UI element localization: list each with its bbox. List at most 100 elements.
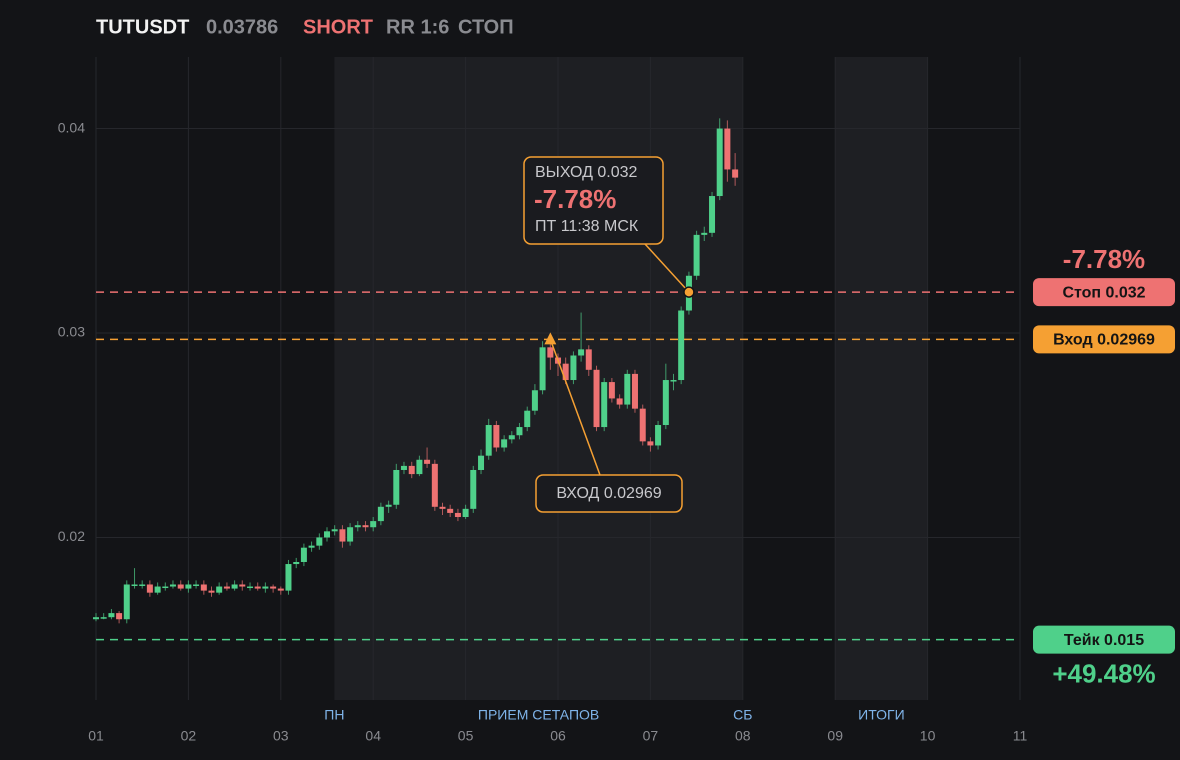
level-pill	[1033, 625, 1175, 654]
candle-body	[377, 506, 384, 522]
candle-body	[354, 525, 361, 528]
candle-body	[570, 355, 577, 381]
candle-body	[478, 455, 485, 470]
candle-body	[285, 564, 292, 591]
candle-body	[293, 561, 300, 565]
candle-body	[262, 586, 269, 589]
candle-body	[462, 508, 469, 518]
x-tick-label: 05	[458, 728, 474, 744]
candle-body	[485, 425, 492, 456]
y-tick-label: 0.02	[58, 528, 85, 544]
candle-body	[724, 128, 731, 170]
entry-box	[535, 474, 683, 513]
x-tick-label: 10	[920, 728, 936, 744]
candle-body	[631, 373, 638, 409]
candle-body	[655, 425, 662, 446]
candle-body	[339, 529, 346, 542]
level-label: Вход 0.02969	[1053, 332, 1155, 349]
x-tick-label: 04	[365, 728, 381, 744]
entry-label: ВХОД 0.02969	[556, 485, 661, 502]
exit-pct: -7.78%	[534, 184, 616, 214]
candle-body	[162, 586, 169, 589]
candle-body	[647, 441, 654, 446]
candle-body	[185, 584, 192, 589]
candle-body	[347, 527, 354, 542]
x-tick-label: 03	[273, 728, 289, 744]
x-tick-label: 09	[827, 728, 843, 744]
candle-body	[447, 508, 454, 513]
candle-body	[300, 547, 307, 562]
candle-body	[385, 504, 392, 507]
candle-body	[601, 382, 608, 428]
candle-body	[277, 588, 284, 591]
x-tick-label: 08	[735, 728, 751, 744]
x-tick-label: 06	[550, 728, 566, 744]
candle-body	[324, 531, 330, 538]
candle-body	[531, 390, 538, 411]
y-tick-label: 0.04	[58, 119, 85, 135]
candle-body	[116, 613, 123, 620]
connector	[549, 339, 601, 476]
candle-body	[454, 512, 461, 518]
candle-body	[254, 586, 261, 589]
y-tick-label: 0.03	[58, 324, 85, 340]
exit-label: ВЫХОД 0.032	[535, 164, 637, 181]
candle-body	[585, 349, 592, 370]
level-pct: -7.78%	[1063, 244, 1145, 274]
candle-body	[331, 529, 338, 532]
candle-body	[701, 232, 708, 235]
exit-marker	[683, 286, 695, 298]
header: TUTUSDT 0.03786 SHORT RR 1:6 СТОП	[96, 16, 514, 38]
candle-body	[524, 410, 531, 428]
candle-body	[508, 435, 515, 440]
level-pill	[1033, 278, 1175, 307]
session-region	[835, 57, 928, 700]
candle-body	[370, 521, 377, 528]
candle-body	[493, 425, 500, 448]
candle-body	[93, 617, 99, 620]
x-tick-label: 07	[643, 728, 659, 744]
candle-body	[223, 586, 230, 589]
candle-body	[424, 459, 431, 464]
candle-body	[247, 586, 254, 589]
candle-body	[662, 380, 669, 426]
candle-body	[239, 584, 246, 587]
side: SHORT	[303, 16, 373, 38]
candle-body	[100, 617, 107, 619]
level-pill	[1033, 325, 1175, 354]
x-tick-label: 11	[1013, 728, 1028, 744]
candle-body	[193, 584, 200, 586]
connector	[644, 243, 690, 293]
candle-body	[216, 586, 223, 593]
candle-body	[547, 347, 554, 358]
region-label: ПРИЕМ СЕТАПОВ	[478, 707, 599, 723]
candle-body	[362, 525, 369, 528]
candle-body	[716, 128, 723, 197]
candle-body	[670, 380, 677, 382]
candle-body	[139, 584, 146, 586]
price: 0.03786	[206, 16, 278, 38]
symbol: TUTUSDT	[96, 16, 189, 38]
candle-body	[231, 584, 238, 589]
candle-body	[408, 465, 415, 475]
level-label: Стоп 0.032	[1062, 284, 1145, 301]
candle-body	[400, 465, 407, 470]
candle-body	[693, 234, 700, 276]
candle-body	[416, 459, 423, 475]
candle-body	[501, 439, 508, 448]
candle-body	[123, 584, 130, 620]
candle-body	[624, 373, 631, 405]
exit-time: ПТ 11:38 МСК	[535, 218, 639, 235]
candle-body	[608, 382, 615, 399]
candle-body	[593, 369, 600, 428]
candle-body	[200, 584, 207, 591]
level-label: Тейк 0.015	[1064, 632, 1144, 649]
candle-body	[131, 584, 138, 586]
region-label: ПН	[324, 707, 344, 723]
x-tick-label: 02	[181, 728, 197, 744]
candle-body	[108, 613, 115, 618]
status: СТОП	[458, 16, 514, 38]
candle-body	[709, 196, 716, 233]
